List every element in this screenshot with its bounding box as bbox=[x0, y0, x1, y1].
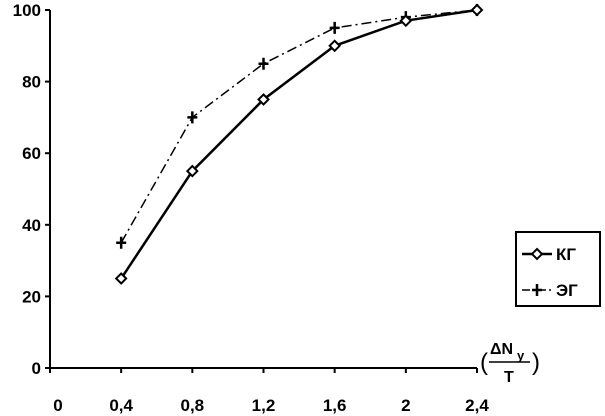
data-point-marker bbox=[185, 164, 199, 178]
x-tick-label: 0,4 bbox=[109, 396, 133, 415]
data-point-marker bbox=[530, 247, 544, 261]
y-tick-label: 60 bbox=[22, 144, 41, 163]
series-line bbox=[120, 9, 478, 244]
unit-subscript: у bbox=[517, 348, 525, 363]
data-point-marker bbox=[329, 21, 340, 34]
legend-label: ЭГ bbox=[556, 281, 578, 300]
x-unit-label: (ΔN уT) bbox=[480, 341, 540, 386]
x-tick-label: 0,8 bbox=[181, 396, 205, 415]
data-point-marker bbox=[187, 111, 198, 124]
series-line bbox=[120, 8, 478, 280]
x-tick-label: 0 bbox=[53, 396, 62, 415]
ticks: 0 20 40 60 80 100 0 0,4 0,8 1,2 1,6 2 2,4 bbox=[13, 1, 490, 415]
unit-paren-open: ( bbox=[480, 349, 488, 376]
y-tick-label: 20 bbox=[22, 287, 41, 306]
x-tick-label: 1,6 bbox=[323, 396, 347, 415]
x-tick-label: 2,4 bbox=[465, 396, 489, 415]
series-2 bbox=[116, 4, 482, 249]
x-tick-label: 2 bbox=[401, 396, 410, 415]
data-point-marker bbox=[114, 272, 128, 285]
y-tick-label: 0 bbox=[32, 359, 41, 378]
x-tick-label: 1,2 bbox=[252, 396, 276, 415]
unit-denominator: T bbox=[504, 369, 514, 386]
legend-label: КГ bbox=[556, 245, 576, 264]
data-point-marker bbox=[470, 3, 484, 17]
legend: КГ ЭГ bbox=[515, 231, 601, 307]
y-tick-label: 100 bbox=[13, 1, 41, 20]
series-1 bbox=[114, 3, 484, 285]
data-point-marker bbox=[532, 284, 542, 296]
unit-paren-close: ) bbox=[532, 349, 540, 376]
series-layer bbox=[114, 3, 484, 285]
data-point-marker bbox=[258, 57, 269, 70]
data-point-marker bbox=[257, 93, 270, 106]
legend-box bbox=[515, 231, 601, 307]
data-point-marker bbox=[116, 236, 127, 249]
data-point-marker bbox=[399, 14, 413, 28]
unit-numerator: ΔN bbox=[490, 341, 513, 358]
y-tick-label: 80 bbox=[22, 73, 41, 92]
y-tick-label: 40 bbox=[22, 216, 41, 235]
data-point-marker bbox=[328, 39, 342, 53]
